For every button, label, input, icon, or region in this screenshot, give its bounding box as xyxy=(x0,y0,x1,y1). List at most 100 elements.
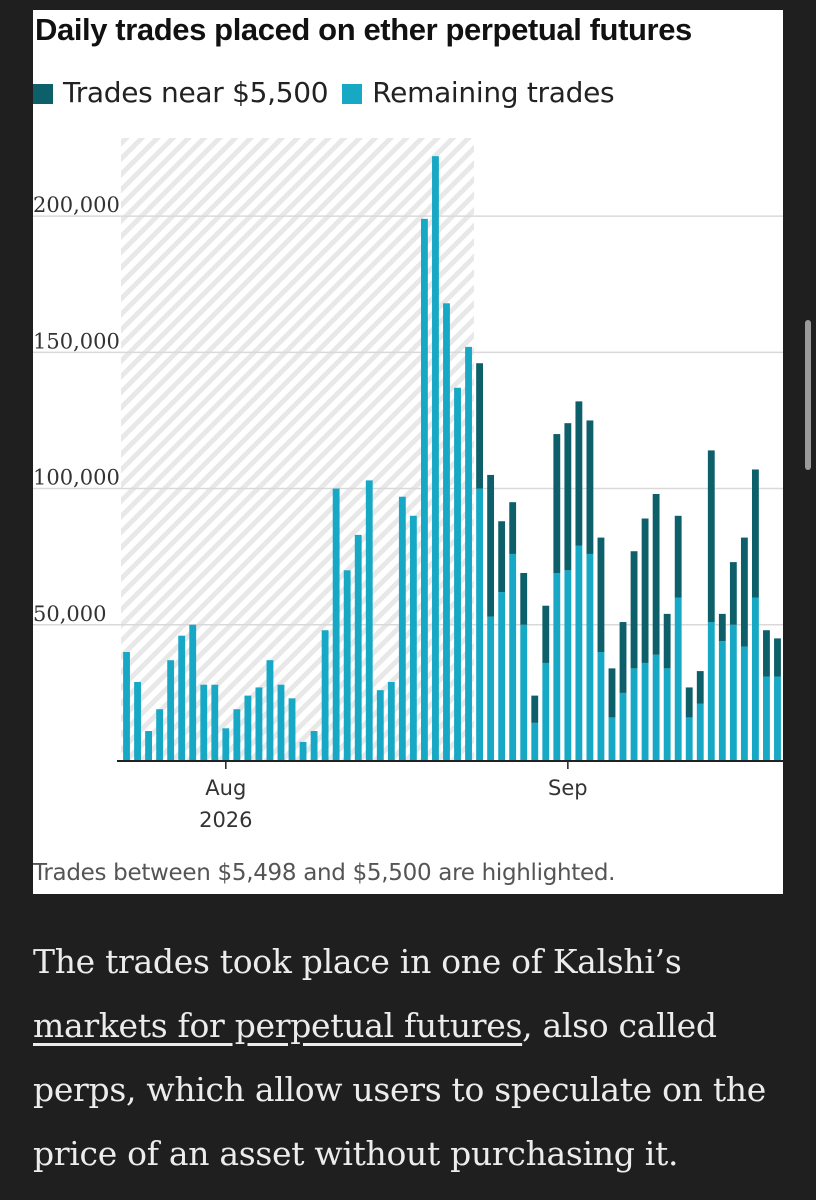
chart-card: Daily trades placed on ether perpetual f… xyxy=(33,10,783,894)
bar-remaining-trades xyxy=(211,684,219,761)
article-paragraph: The trades took place in one of Kalshi’s… xyxy=(33,930,793,1186)
chart-legend: Trades near $5,500 Remaining trades xyxy=(33,72,628,112)
bar-remaining-trades xyxy=(740,646,748,761)
bar-remaining-trades xyxy=(343,570,351,761)
bar-remaining-trades xyxy=(134,681,141,761)
bar-trades-near-5500 xyxy=(487,474,495,617)
bar-remaining-trades xyxy=(763,676,770,761)
bar-trades-near-5500 xyxy=(597,537,605,653)
bar-remaining-trades xyxy=(244,695,252,761)
chart-note: Trades between $5,498 and $5,500 are hig… xyxy=(33,860,616,886)
bar-remaining-trades xyxy=(233,709,241,761)
bar-remaining-trades xyxy=(310,731,318,761)
bar-trades-near-5500 xyxy=(740,537,748,647)
bar-remaining-trades xyxy=(575,545,583,761)
bar-trades-near-5500 xyxy=(685,687,693,718)
bar-chart: 50,000 100,000 150,000 200,000 Aug 2026 Sep xyxy=(33,138,783,832)
bar-remaining-trades xyxy=(531,722,539,761)
bar-remaining-trades xyxy=(277,684,285,761)
bars xyxy=(123,156,781,761)
bar-remaining-trades xyxy=(487,616,495,761)
bar-remaining-trades xyxy=(751,597,759,761)
scrollbar-thumb[interactable] xyxy=(805,320,811,470)
x-tick-label: Sep xyxy=(548,776,588,800)
bar-trades-near-5500 xyxy=(652,494,660,655)
bar-trades-near-5500 xyxy=(586,420,594,554)
bar-remaining-trades xyxy=(432,156,439,761)
y-tick-label: 50,000 xyxy=(33,602,106,626)
bar-remaining-trades xyxy=(255,687,263,761)
x-tick-sublabel: 2026 xyxy=(199,808,252,832)
bar-remaining-trades xyxy=(321,630,329,761)
bar-remaining-trades xyxy=(365,480,373,761)
bar-remaining-trades xyxy=(542,662,550,761)
bar-trades-near-5500 xyxy=(630,551,638,669)
bar-trades-near-5500 xyxy=(476,363,484,489)
bar-remaining-trades xyxy=(123,652,130,761)
bar-trades-near-5500 xyxy=(707,450,715,623)
y-tick-label: 150,000 xyxy=(33,329,120,353)
bar-remaining-trades xyxy=(641,662,649,761)
bar-remaining-trades xyxy=(707,622,715,761)
bar-remaining-trades xyxy=(674,597,682,761)
bar-trades-near-5500 xyxy=(674,515,682,598)
article-text-before: The trades took place in one of Kalshi’s xyxy=(33,942,682,981)
bar-remaining-trades xyxy=(509,553,517,761)
bar-remaining-trades xyxy=(354,534,362,761)
bar-remaining-trades xyxy=(685,717,693,761)
bar-remaining-trades xyxy=(222,728,230,761)
bar-remaining-trades xyxy=(696,703,704,761)
bar-remaining-trades xyxy=(454,387,461,761)
bar-trades-near-5500 xyxy=(696,671,704,704)
bar-trades-near-5500 xyxy=(542,605,550,663)
bar-remaining-trades xyxy=(420,218,428,761)
legend-label-remaining: Remaining trades xyxy=(372,75,615,109)
chart-title: Daily trades placed on ether perpetual f… xyxy=(35,12,692,47)
bar-remaining-trades xyxy=(465,346,472,761)
bar-remaining-trades xyxy=(189,624,197,761)
article-link-perpetual-futures[interactable]: markets for perpetual futures xyxy=(33,1006,523,1045)
bar-remaining-trades xyxy=(376,690,384,761)
legend-item-remaining: Remaining trades xyxy=(342,75,615,109)
bar-remaining-trades xyxy=(266,660,274,761)
legend-item-near-5500: Trades near $5,500 xyxy=(33,75,329,109)
bar-remaining-trades xyxy=(443,303,450,761)
legend-swatch-remaining xyxy=(342,84,363,104)
bar-trades-near-5500 xyxy=(751,469,759,598)
bar-trades-near-5500 xyxy=(575,401,583,546)
bar-trades-near-5500 xyxy=(553,434,561,574)
bar-remaining-trades xyxy=(332,488,340,761)
bar-remaining-trades xyxy=(586,553,594,761)
legend-swatch-near-5500 xyxy=(33,84,53,104)
bar-remaining-trades xyxy=(729,624,737,761)
bar-remaining-trades xyxy=(520,624,528,761)
article-text-after: , also called perps, which allow users t… xyxy=(33,1006,766,1173)
bar-trades-near-5500 xyxy=(509,502,517,554)
bar-remaining-trades xyxy=(387,681,395,761)
bar-remaining-trades xyxy=(564,570,572,761)
bar-remaining-trades xyxy=(718,641,726,761)
axis-ticks: Aug 2026 Sep xyxy=(199,761,588,832)
legend-label-near-5500: Trades near $5,500 xyxy=(63,75,329,109)
bar-trades-near-5500 xyxy=(498,521,506,593)
bar-trades-near-5500 xyxy=(663,613,671,669)
bar-remaining-trades xyxy=(398,496,406,761)
bar-remaining-trades xyxy=(619,692,627,761)
bar-remaining-trades xyxy=(178,635,186,761)
bar-trades-near-5500 xyxy=(564,423,572,571)
bar-remaining-trades xyxy=(299,741,307,761)
bar-remaining-trades xyxy=(630,668,638,761)
bar-remaining-trades xyxy=(156,709,164,761)
bar-trades-near-5500 xyxy=(718,613,726,642)
bar-remaining-trades xyxy=(476,488,484,761)
bar-remaining-trades xyxy=(409,515,417,761)
bar-remaining-trades xyxy=(597,652,605,761)
bar-trades-near-5500 xyxy=(763,630,770,677)
bar-remaining-trades xyxy=(608,717,616,761)
bar-remaining-trades xyxy=(663,668,671,761)
x-tick-label: Aug xyxy=(205,776,246,800)
bar-remaining-trades xyxy=(288,698,296,761)
bar-remaining-trades xyxy=(498,592,506,761)
bar-trades-near-5500 xyxy=(608,668,616,718)
bar-remaining-trades xyxy=(774,676,781,761)
